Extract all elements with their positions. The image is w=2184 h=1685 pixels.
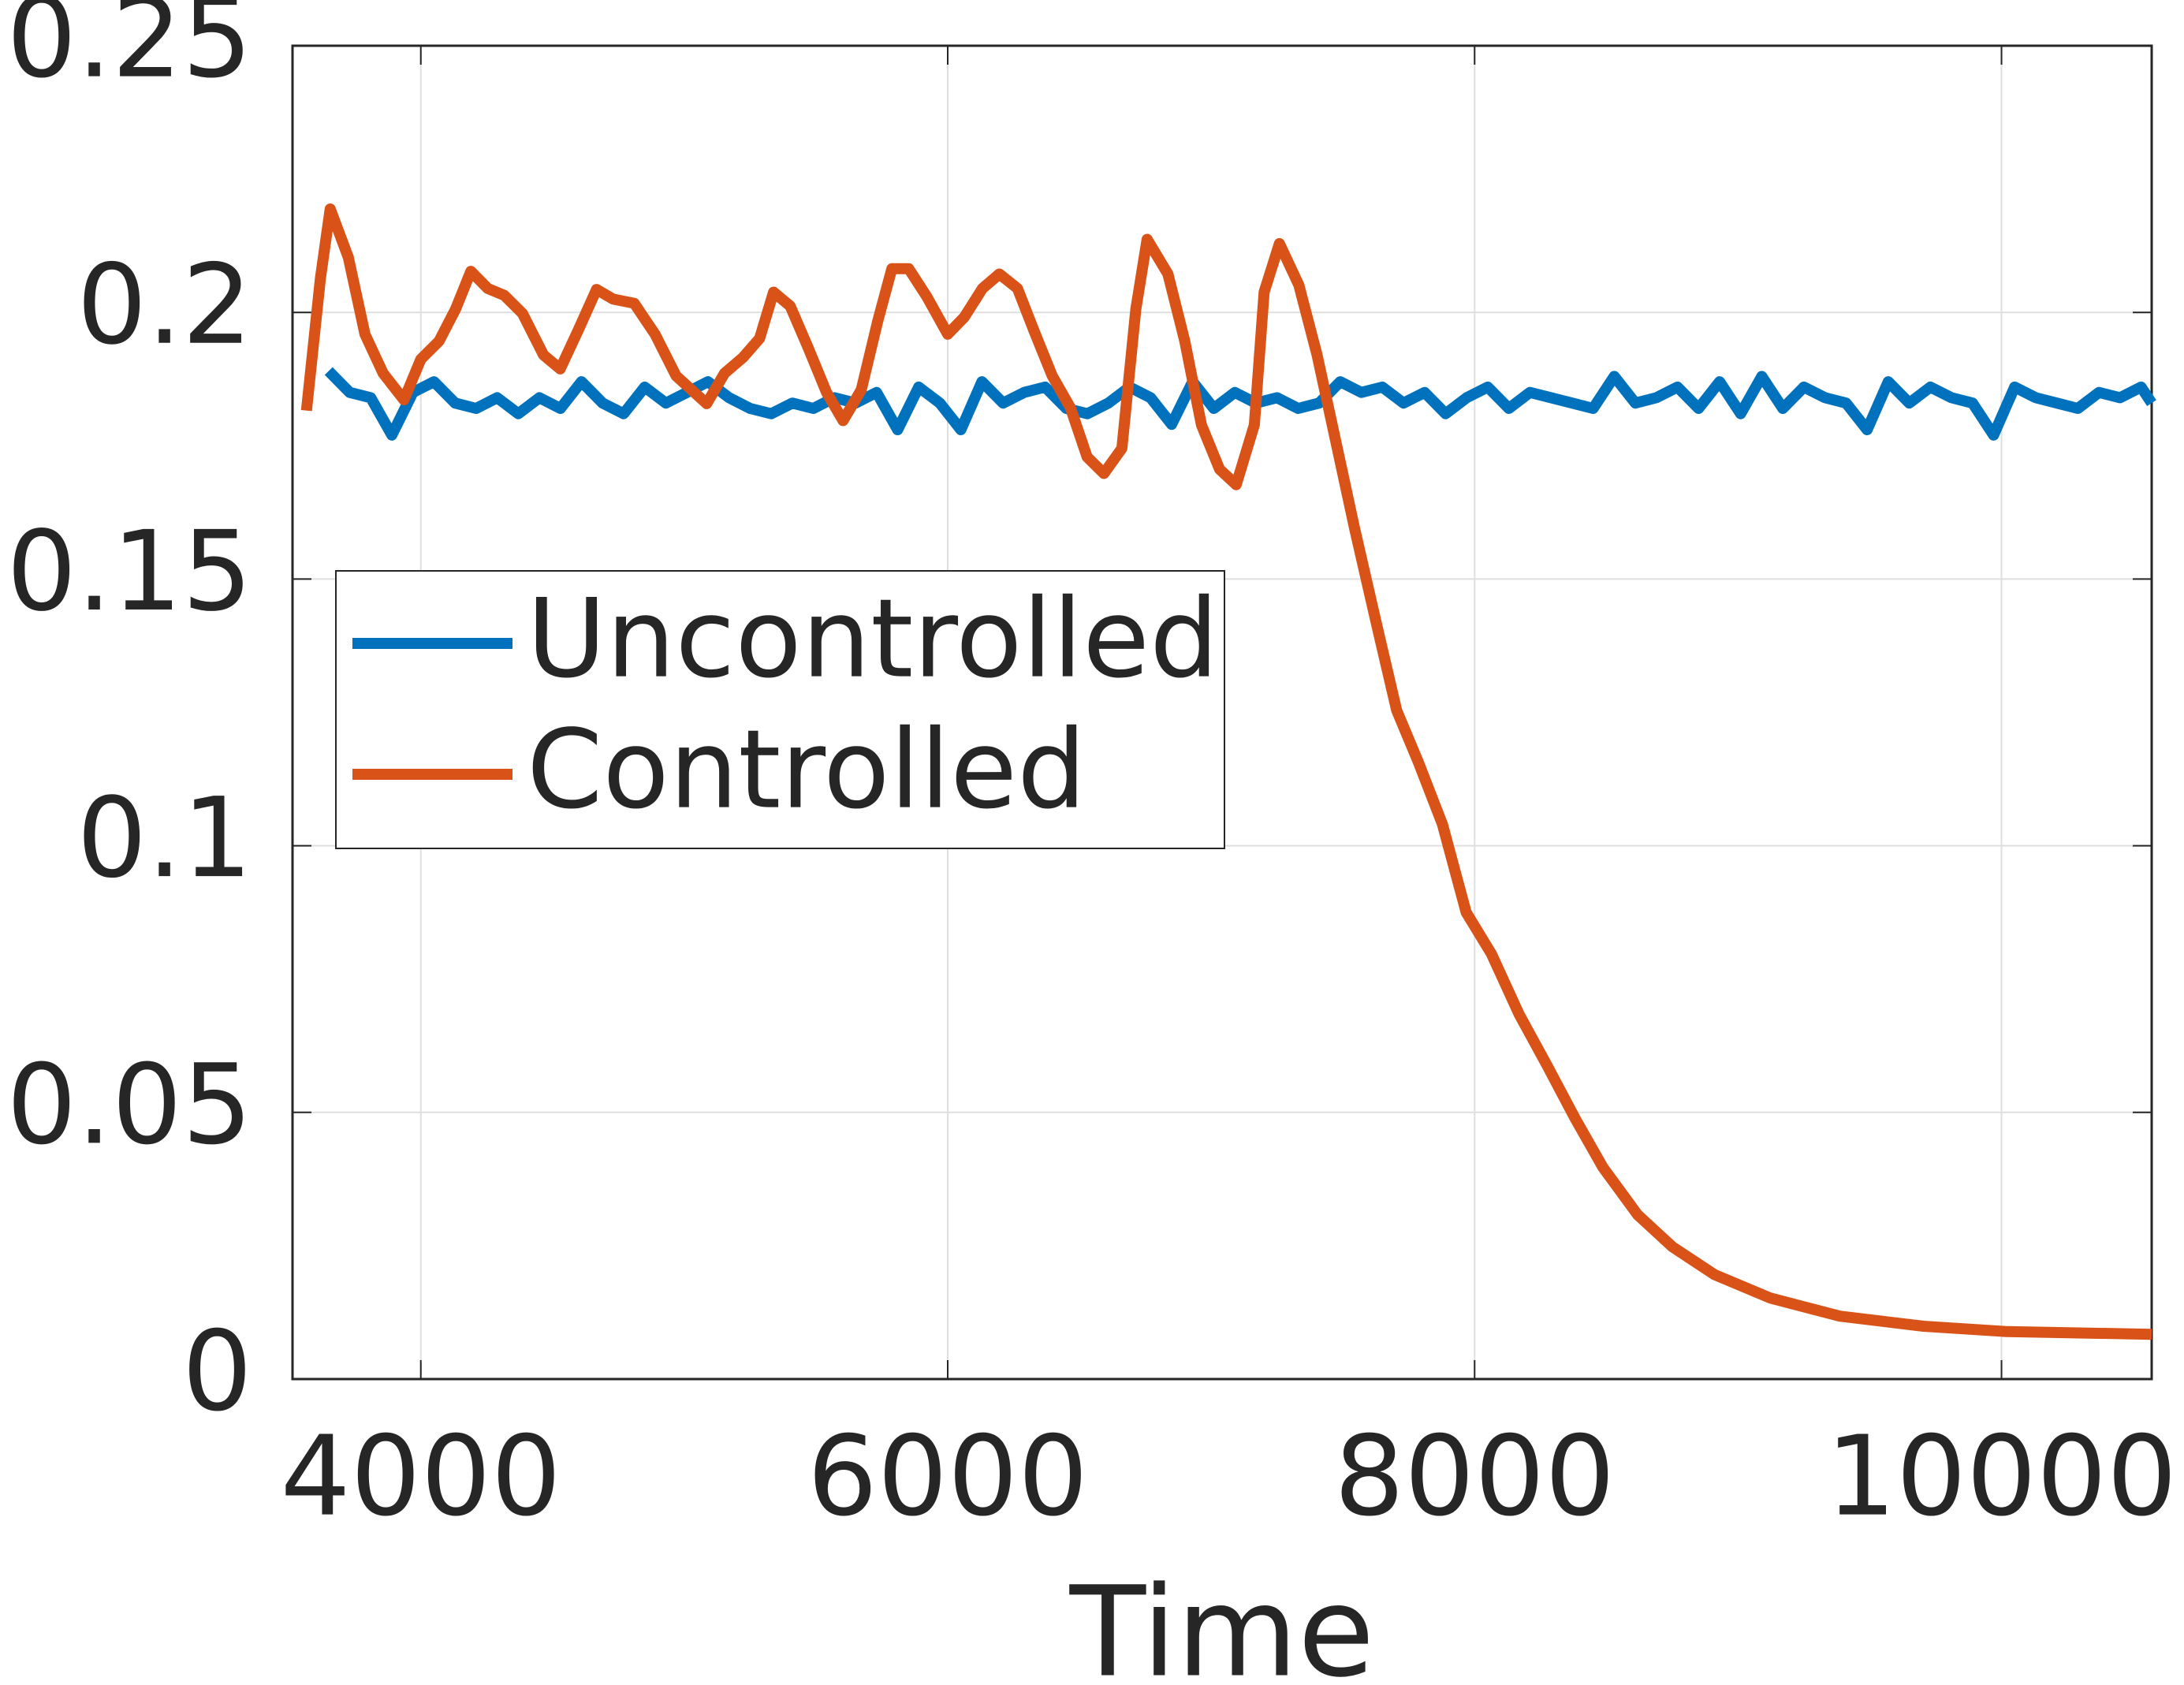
y-tick-label: 0.15 (6, 508, 252, 636)
legend-box (335, 570, 1225, 849)
y-tick-label: 0.05 (6, 1041, 252, 1169)
plot-frame (291, 44, 2153, 1381)
series-line (324, 367, 2156, 441)
x-tick-label: 4000 (281, 1413, 561, 1541)
x-tick-label: 6000 (807, 1413, 1088, 1541)
y-tick-label: 0.2 (76, 241, 252, 370)
x-axis-label: Time (1069, 1560, 1375, 1685)
x-tick-label: 8000 (1334, 1413, 1615, 1541)
series-line (300, 203, 2152, 1340)
x-tick-label: 10000 (1826, 1413, 2177, 1541)
legend-label: Uncontrolled (527, 576, 1219, 703)
y-tick-label: 0 (182, 1308, 252, 1437)
legend-label: Controlled (527, 706, 1086, 833)
y-tick-label: 0.1 (76, 774, 252, 903)
y-tick-label: 0.25 (6, 0, 252, 103)
